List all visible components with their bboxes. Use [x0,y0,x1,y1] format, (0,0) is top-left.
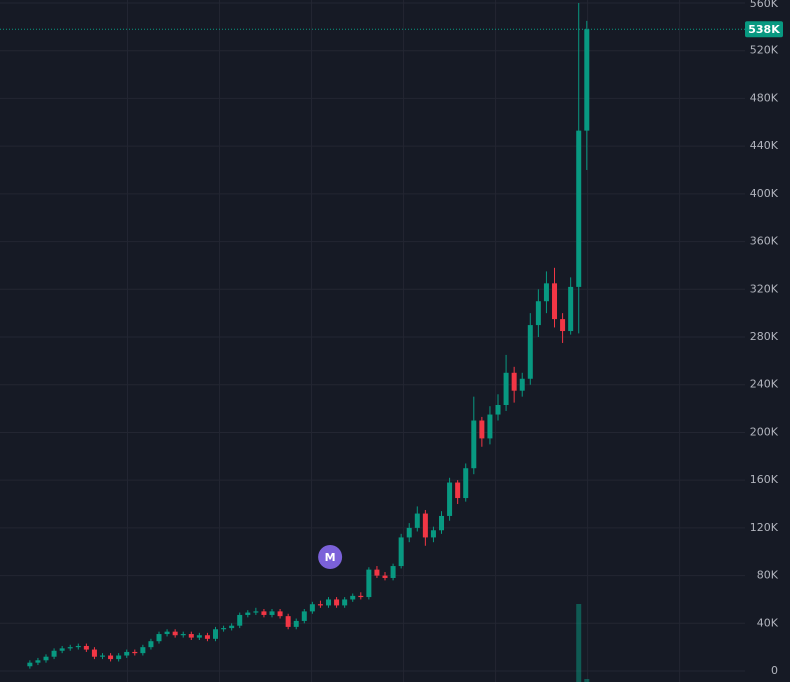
annotation-marker [318,544,343,569]
candle-body [471,420,477,469]
y-tick-label: 80K [757,569,779,582]
candle-body [535,301,541,326]
candle-body [422,513,428,538]
candle-body [406,527,412,538]
y-tick-label: 560K [750,0,779,10]
candle-body [584,29,590,131]
y-tick-label: 40K [757,616,779,629]
last-price-label: 538K [748,23,780,36]
volume-pane [576,604,590,682]
y-tick-label: 440K [750,139,779,152]
candle-body [479,420,485,439]
y-tick-label: 120K [750,521,779,534]
candle-body [237,614,243,626]
candle-body [132,651,138,654]
volume-bar [576,604,582,682]
y-tick-label: 320K [750,282,779,295]
candle-body [576,130,582,287]
candle-body [229,625,235,629]
candle-body [527,325,533,379]
y-tick-label: 200K [750,425,779,438]
y-tick-label: 240K [750,378,779,391]
candle-body [568,286,574,332]
candle-body [552,283,558,320]
candle-body [277,611,283,617]
candle-body [543,283,549,302]
candle-body [221,628,227,630]
candle-body [342,599,348,606]
y-tick-label: 0 [771,664,778,677]
candle-body [382,575,388,578]
candle-body [487,414,493,439]
candle-body [511,372,517,391]
candle-body [204,635,210,639]
candle-body [188,634,194,638]
candle-body [148,641,154,648]
candle-body [213,629,219,639]
candle-body [180,634,186,636]
y-tick-label: 520K [750,44,779,57]
candle-body [124,651,130,656]
candle-body [156,634,162,642]
candle-body [398,537,404,567]
annotation-label: M [325,551,336,564]
overlay: 538K M [0,21,783,569]
y-tick-label: 160K [750,473,779,486]
candle-body [374,569,380,576]
candle-body [261,611,267,615]
candle-body [503,372,509,406]
candle-body [35,660,41,663]
volume-bar [584,679,590,682]
candle-body [116,655,122,660]
last-price-box [745,21,783,38]
candle-body [43,656,49,661]
candle-body [463,468,469,499]
candle-body [75,645,81,648]
candle-body [67,647,73,649]
candle-body [196,635,202,638]
candle-body [164,631,170,635]
candle-body [285,616,291,627]
candle-body [414,513,420,528]
candle-body [430,530,436,538]
candle-body [83,645,89,650]
candle-body [366,569,372,598]
candle-body [253,611,259,613]
candle-body [301,611,307,621]
candle-body [317,604,323,606]
candle-body [439,515,445,531]
candle-body [390,566,396,578]
candle-body [100,655,106,657]
candle-body [455,482,461,499]
y-tick-label: 480K [750,91,779,104]
candle-body [59,648,65,651]
candle-body [447,482,453,516]
y-tick-label: 400K [750,187,779,200]
candle-body [269,611,275,615]
y-tick-label: 280K [750,330,779,343]
candle-body [293,620,299,627]
candle-body [245,612,251,615]
candle-body [519,378,525,391]
y-tick-label: 360K [750,235,779,248]
candle-body [108,655,114,660]
candle-body [326,599,332,606]
candle-body [334,599,340,606]
candle-body [91,649,97,657]
candle-body [172,631,178,636]
candle-body [51,650,57,657]
candle-body [309,604,315,612]
candles [27,2,590,669]
candle-body [27,662,33,667]
candle-body [350,595,356,600]
candle-body [560,319,566,332]
candle-body [140,647,146,654]
candle-body [358,595,364,598]
candle-body [495,405,501,415]
